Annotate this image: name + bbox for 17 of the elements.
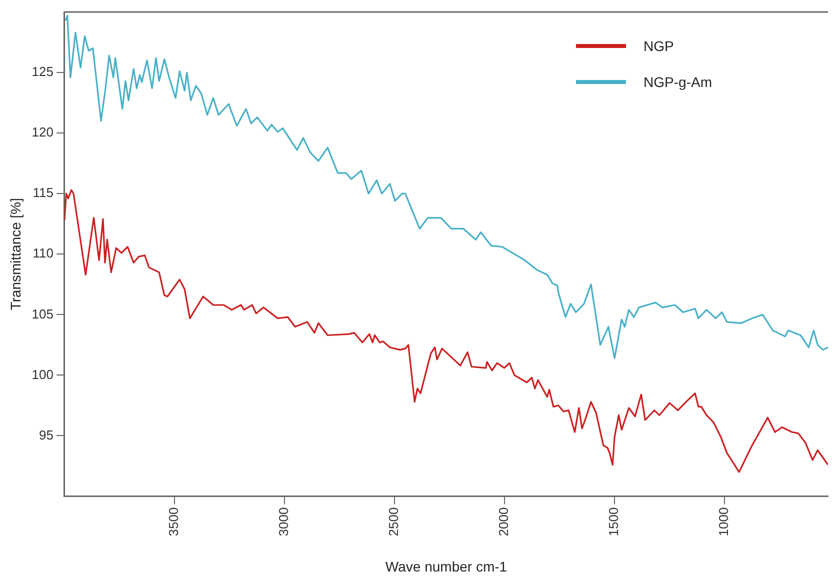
y-tick-label: 115 — [32, 185, 54, 200]
y-tick-label: 95 — [39, 427, 54, 442]
legend-label: NGP — [644, 38, 674, 54]
y-axis-title: Transmittance [%] — [7, 198, 24, 310]
y-tick-label: 110 — [32, 246, 54, 261]
x-tick-label: 3500 — [166, 507, 182, 536]
x-tick-label: 2500 — [386, 507, 402, 536]
y-tick-label: 100 — [32, 366, 54, 382]
y-tick-label: 120 — [32, 124, 54, 140]
x-tick-label: 1000 — [716, 507, 732, 536]
x-axis-title: Wave number cm-1 — [385, 558, 508, 574]
y-tick-label: 125 — [32, 64, 54, 80]
legend-label: NGP-g-Am — [644, 74, 712, 90]
y-tick-label: 105 — [32, 306, 54, 322]
x-tick-label: 1500 — [606, 507, 622, 536]
x-tick-label: 3000 — [276, 507, 292, 536]
x-tick-label: 2000 — [496, 507, 512, 536]
